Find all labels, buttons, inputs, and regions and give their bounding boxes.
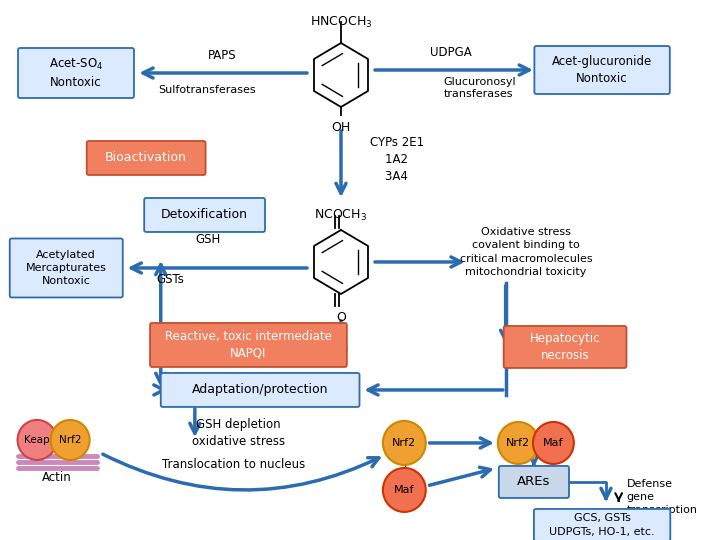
- FancyBboxPatch shape: [10, 239, 123, 298]
- Circle shape: [533, 422, 574, 464]
- Text: OH: OH: [331, 121, 351, 134]
- Text: O: O: [336, 311, 346, 324]
- Circle shape: [383, 421, 426, 465]
- Text: Hepatocytic
necrosis: Hepatocytic necrosis: [530, 332, 600, 362]
- Circle shape: [18, 420, 56, 460]
- Text: Nrf2: Nrf2: [506, 438, 530, 448]
- Text: Acet-glucuronide
Nontoxic: Acet-glucuronide Nontoxic: [552, 55, 652, 85]
- Text: AREs: AREs: [517, 475, 550, 489]
- Text: Maf: Maf: [394, 485, 415, 495]
- FancyBboxPatch shape: [150, 323, 347, 367]
- Circle shape: [50, 420, 90, 460]
- Text: HNCOCH$_3$: HNCOCH$_3$: [310, 15, 373, 30]
- Text: Reactive, toxic intermediate
NAPQI: Reactive, toxic intermediate NAPQI: [165, 330, 332, 360]
- Text: Oxidative stress
covalent binding to
critical macromolecules
mitochondrial toxic: Oxidative stress covalent binding to cri…: [460, 227, 592, 277]
- Text: Detoxification: Detoxification: [161, 208, 248, 221]
- Text: Nrf2: Nrf2: [59, 435, 81, 445]
- Text: PAPS: PAPS: [208, 50, 237, 63]
- Text: Bioactivation: Bioactivation: [105, 152, 187, 165]
- Text: Translocation to nucleus: Translocation to nucleus: [162, 458, 306, 471]
- Text: Defense
gene
transcription: Defense gene transcription: [626, 479, 697, 515]
- Text: GSTs: GSTs: [156, 273, 184, 287]
- Text: Glucuronosyl
transferases: Glucuronosyl transferases: [443, 77, 516, 99]
- Text: Acet-SO$_4$
Nontoxic: Acet-SO$_4$ Nontoxic: [49, 57, 103, 89]
- Text: GSH: GSH: [195, 233, 220, 246]
- Text: UDPGA: UDPGA: [430, 46, 472, 59]
- Circle shape: [498, 422, 539, 464]
- Text: Maf: Maf: [543, 438, 564, 448]
- Text: CYPs 2E1
    1A2
    3A4: CYPs 2E1 1A2 3A4: [370, 137, 424, 184]
- Text: Acetylated
Mercapturates
Nontoxic: Acetylated Mercapturates Nontoxic: [26, 250, 107, 286]
- FancyBboxPatch shape: [534, 509, 670, 540]
- FancyBboxPatch shape: [18, 48, 134, 98]
- FancyBboxPatch shape: [87, 141, 205, 175]
- FancyBboxPatch shape: [503, 326, 626, 368]
- FancyArrowPatch shape: [103, 454, 379, 490]
- Text: Keap: Keap: [24, 435, 50, 445]
- FancyBboxPatch shape: [161, 373, 360, 407]
- Circle shape: [383, 468, 426, 512]
- Text: Sulfotransferases: Sulfotransferases: [159, 85, 257, 95]
- Text: GSH depletion
oxidative stress: GSH depletion oxidative stress: [192, 418, 285, 448]
- FancyBboxPatch shape: [535, 46, 670, 94]
- Text: GCS, GSTs
UDPGTs, HO-1, etc.: GCS, GSTs UDPGTs, HO-1, etc.: [550, 514, 655, 537]
- Text: Nrf2: Nrf2: [392, 438, 417, 448]
- Text: +: +: [397, 461, 412, 479]
- Text: Actin: Actin: [42, 471, 71, 484]
- FancyBboxPatch shape: [499, 466, 569, 498]
- Text: NCOCH$_3$: NCOCH$_3$: [314, 208, 368, 223]
- Text: Adaptation/protection: Adaptation/protection: [192, 383, 328, 396]
- FancyBboxPatch shape: [144, 198, 265, 232]
